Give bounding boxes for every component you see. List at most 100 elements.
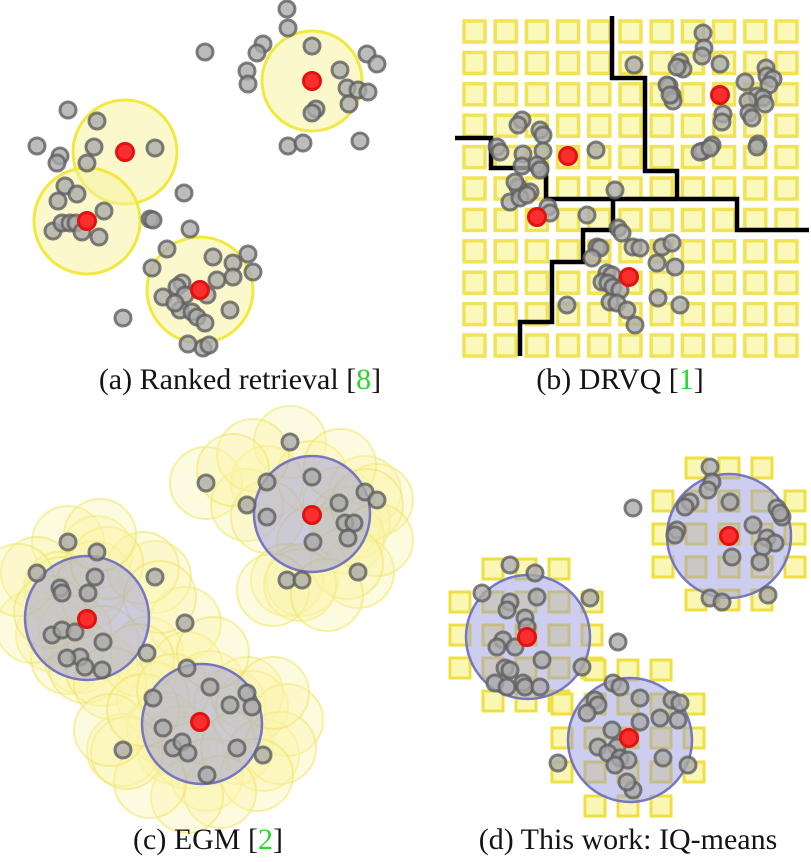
data-point [712,592,732,612]
data-point [675,497,695,517]
data-point [302,36,322,56]
quantization-cell [462,113,487,138]
data-point [497,677,517,697]
data-point [75,657,95,677]
quantization-cell [580,623,604,647]
quantization-cell [587,50,612,76]
data-point [747,137,767,157]
data-point [350,131,370,151]
centroid-point [302,505,322,525]
data-point [508,115,528,135]
quantization-cell [774,270,799,295]
panel-b-drvq [455,16,809,358]
centroid-point [77,609,97,629]
data-point [500,660,520,680]
data-point [257,472,277,492]
data-point [698,480,718,500]
quantization-cell [774,207,799,233]
centroid-point [558,146,578,166]
data-point [617,300,637,320]
quantization-cell [583,794,607,818]
voronoi-boundary [546,196,809,233]
quantization-cell [774,82,799,107]
panel-d-iq-means [448,456,807,818]
quantization-cell [493,50,518,76]
panel-c-egm [0,405,414,834]
centroid-point [190,280,210,300]
data-point [113,308,133,328]
panel-a-ranked-retrieval [27,0,387,358]
quantization-cell [774,19,799,44]
quantization-cell [493,207,518,233]
caption-text: (c) EGM [ [133,823,258,856]
data-point [517,185,537,205]
data-point [237,495,257,515]
data-point [602,720,622,740]
quantization-cell [684,522,708,546]
data-point [530,677,550,697]
data-point [143,210,163,230]
data-point [330,60,350,80]
quantization-cell [750,456,774,480]
data-point [367,54,387,74]
quantization-cell [493,333,518,358]
caption-egm: (c) EGM [2] [133,823,283,857]
data-point [617,772,637,792]
data-point [758,585,778,605]
quantization-cell [649,333,674,358]
caption-drvq: (b) DRVQ [1] [536,363,704,397]
data-point [490,142,510,162]
quantization-cell [711,144,737,170]
data-point [200,677,220,697]
centroid-point [710,85,730,105]
data-point [227,738,247,758]
quantization-cell [555,19,581,44]
quantization-cell [462,270,487,295]
caption-ranked-retrieval: (a) Ranked retrieval [8] [99,363,381,397]
quantization-cell [649,144,674,170]
data-point [238,244,258,264]
data-point [145,138,165,158]
quantization-cell [743,301,768,327]
quantization-cell [743,239,768,264]
quantization-cell [651,489,675,513]
quantization-cell [462,239,487,264]
quantization-cell [555,333,581,358]
data-point [47,153,67,173]
centroid-point [719,526,739,546]
data-point [280,432,300,452]
data-point [530,160,550,180]
data-point [572,657,592,677]
data-point [137,643,157,663]
quantization-cell [649,19,674,44]
quantization-cell [547,623,571,647]
data-point [692,46,712,66]
data-point [525,563,545,583]
data-point [722,547,742,567]
data-point [67,184,87,204]
data-point [87,111,107,131]
data-point [712,112,732,132]
data-point [247,43,267,63]
data-point [277,0,297,19]
data-point [58,100,78,120]
citation-number: 8 [356,363,372,396]
caption-iq-means: (d) This work: IQ-means [479,823,778,857]
quantization-cell [583,760,607,784]
data-point [660,85,680,105]
data-point [720,492,740,512]
data-point [303,532,323,552]
data-point [533,125,553,145]
quantization-cell [649,207,674,233]
data-point [27,563,47,583]
data-point [113,740,133,760]
quantization-cell [711,207,737,233]
quantization-cell [618,19,643,44]
quantization-cell [587,333,612,358]
data-point [87,542,107,562]
quantization-cell [493,82,518,107]
data-point [625,315,645,335]
quantization-cell [493,301,518,327]
voronoi-boundary [609,16,680,199]
